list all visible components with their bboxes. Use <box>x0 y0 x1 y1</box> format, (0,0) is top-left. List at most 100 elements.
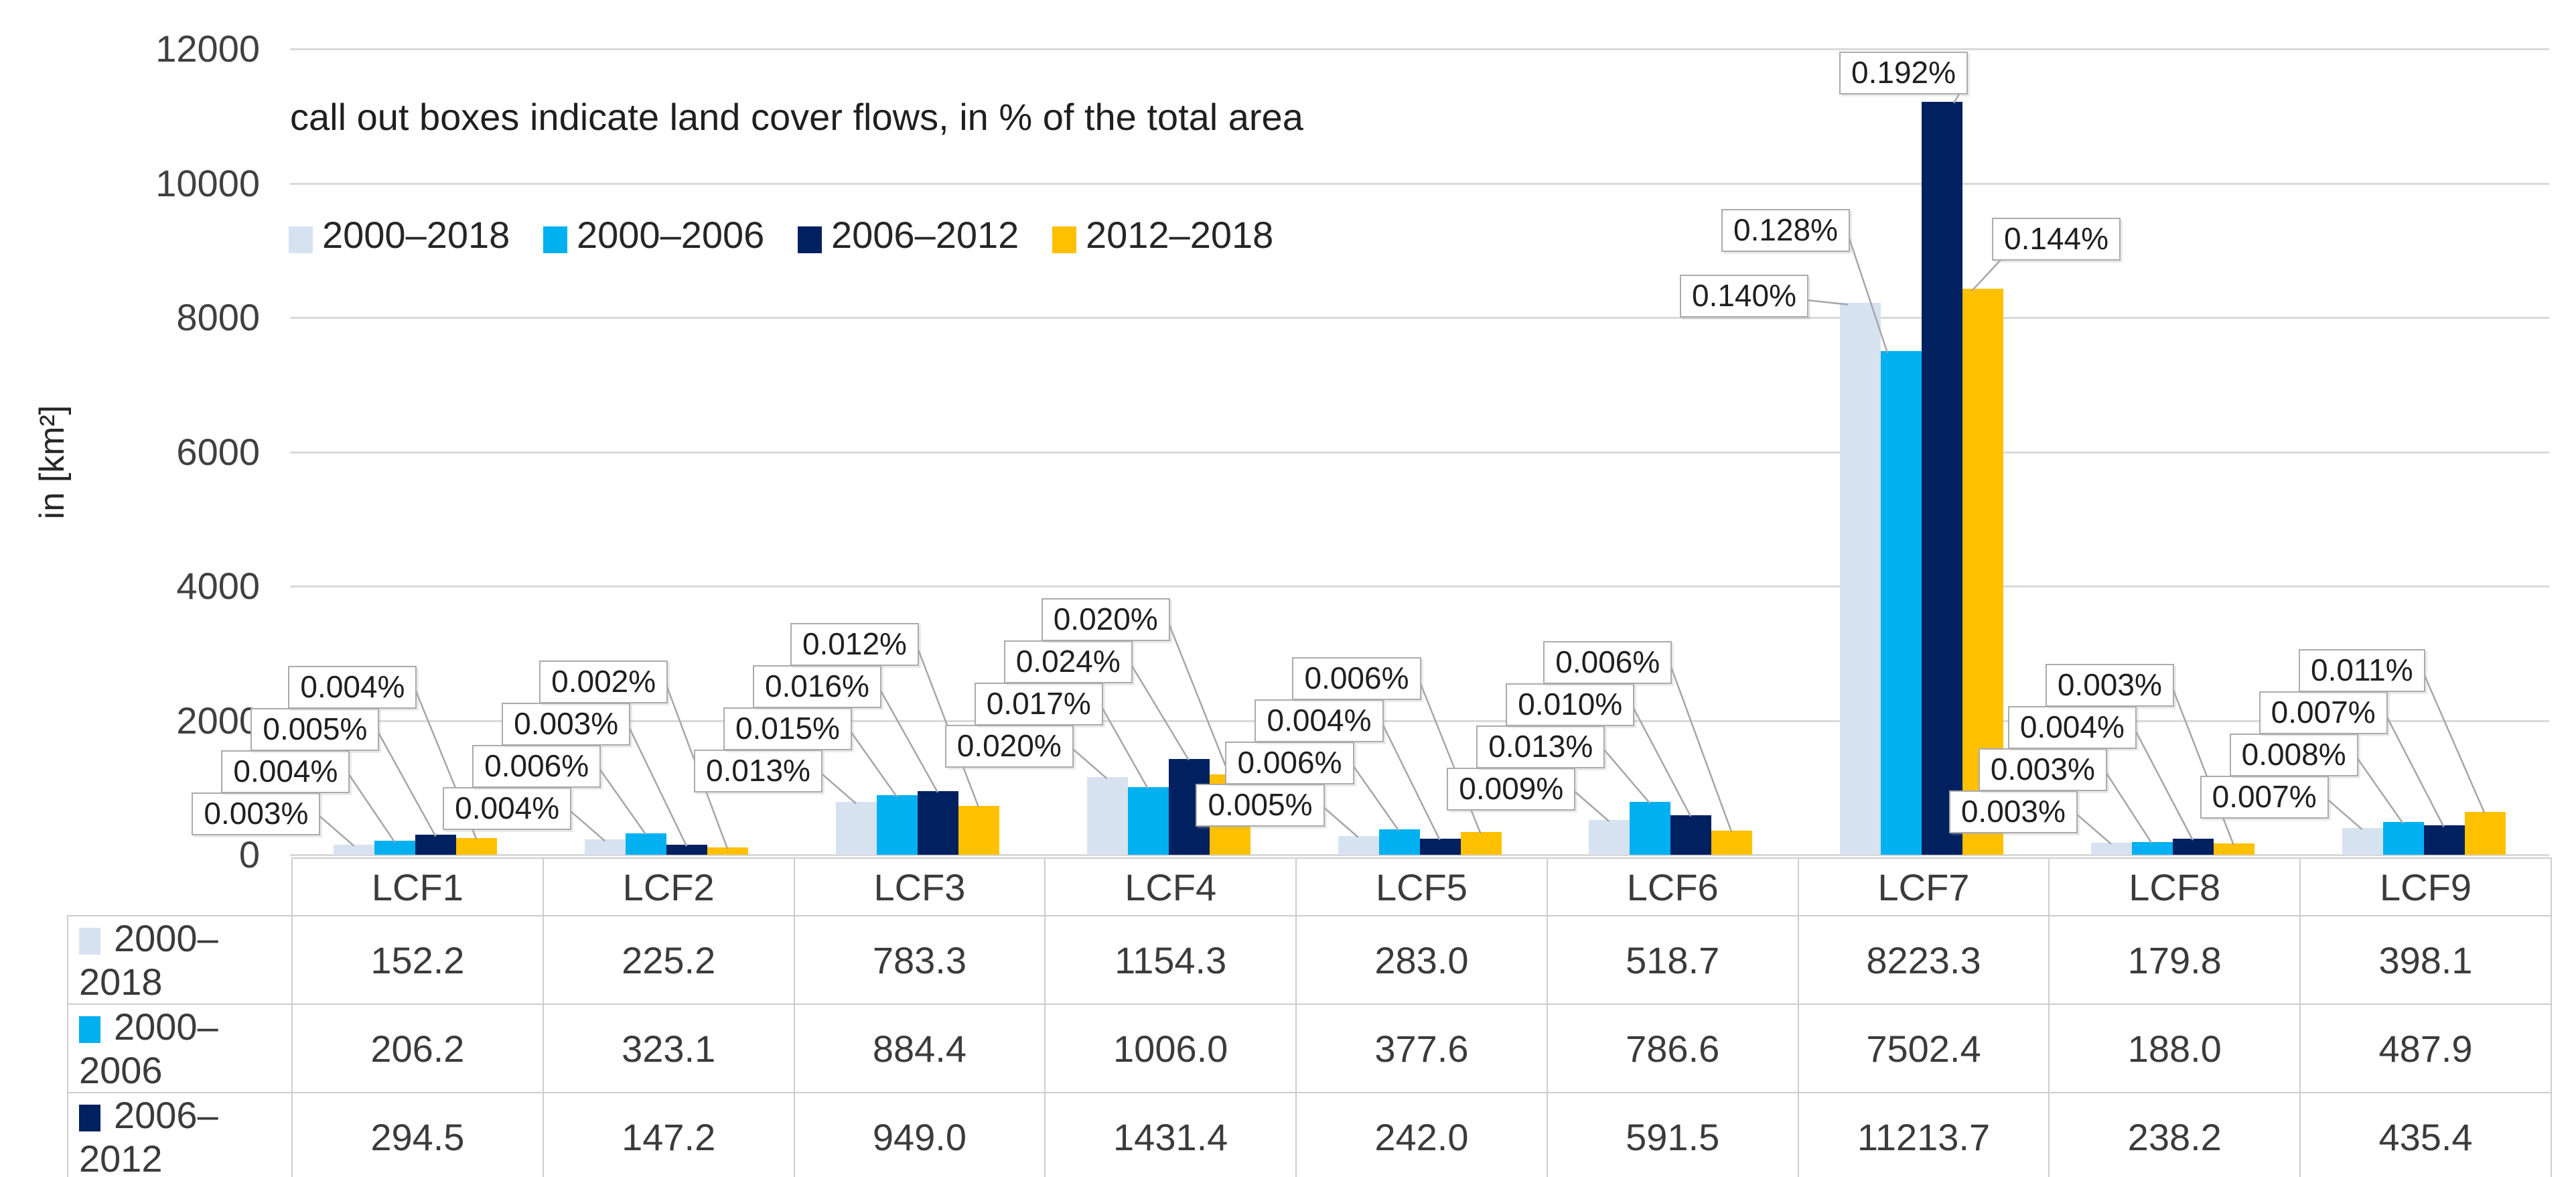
gridline-8000 <box>290 317 2549 319</box>
bar-lcf3-2000-2018 <box>835 802 877 855</box>
legend-label: 2006–2012 <box>831 214 1019 256</box>
callout-lcf2-2000-2018: 0.004% <box>443 787 572 831</box>
bar-lcf7-2006-2012 <box>1922 101 1963 855</box>
bar-lcf9-2000-2018 <box>2342 828 2383 855</box>
table-header-lcf8: LCF8 <box>2048 857 2301 916</box>
bar-lcf3-2000-2006 <box>876 795 918 855</box>
table-row-2000-2018: 2000–2018 152.2 225.2 783.3 1154.3 283.0 518.7… <box>67 915 2552 1005</box>
callout-lcf6-2000-2018: 0.009% <box>1447 768 1576 811</box>
data-table: LCF1 LCF2 LCF3 LCF4 LCF5 LCF6 LCF7 LCF8 LCF9 2000… <box>67 857 2552 1177</box>
callout-lcf7-2000-2006: 0.128% <box>1721 209 1850 252</box>
table-cell-lcf3-2000-2006: 884.4 <box>793 1003 1046 1093</box>
callout-lcf5-2012-2018: 0.006% <box>1292 656 1421 700</box>
bar-lcf9-2006-2012 <box>2423 825 2465 855</box>
bar-lcf1-2006-2012 <box>415 835 457 855</box>
legend-label: 2000–2018 <box>322 214 510 256</box>
table-cell-lcf6-2006-2012: 591.5 <box>1546 1092 1799 1177</box>
gridline-6000 <box>290 451 2549 454</box>
table-row-2000-2006: 2000–2006 206.2 323.1 884.4 1006.0 377.6 786.6… <box>67 1003 2552 1093</box>
legend-entry-2000-2018: 2000–2018 <box>289 213 510 256</box>
callout-lcf6-2012-2018: 0.006% <box>1543 641 1672 684</box>
bar-lcf6-2000-2006 <box>1630 802 1671 855</box>
table-row-swatch <box>79 1105 100 1131</box>
y-tick-label: 10000 <box>155 161 260 204</box>
callout-lcf3-2012-2018: 0.012% <box>790 623 919 667</box>
table-corner-cell <box>68 858 293 916</box>
bar-lcf4-2000-2006 <box>1127 787 1169 855</box>
table-row-label-2000-2006: 2000–2006 <box>67 1003 293 1093</box>
gridline-12000 <box>290 48 2549 50</box>
bar-lcf3-2006-2012 <box>917 790 958 855</box>
callout-lcf9-2000-2006: 0.008% <box>2229 734 2358 777</box>
table-row-label-2006-2012: 2006–2012 <box>67 1092 293 1177</box>
gridline-0 <box>290 854 2549 856</box>
bar-lcf5-2006-2012 <box>1419 838 1461 855</box>
table-cell-lcf7-2000-2018: 8223.3 <box>1797 915 2050 1005</box>
table-header-lcf1: LCF1 <box>291 857 544 916</box>
table-row-2006-2012: 2006–2012 294.5 147.2 949.0 1431.4 242.0 591.5… <box>67 1092 2552 1177</box>
table-row-swatch <box>79 1016 100 1043</box>
gridline-10000 <box>290 182 2549 185</box>
bar-lcf2-2000-2018 <box>585 839 626 855</box>
bar-lcf8-2000-2006 <box>2131 842 2173 855</box>
table-header-lcf4: LCF4 <box>1044 857 1297 916</box>
bar-lcf7-2000-2018 <box>1840 302 1881 855</box>
callout-lcf2-2000-2006: 0.006% <box>472 745 601 788</box>
callout-lcf5-2006-2012: 0.004% <box>1255 699 1384 742</box>
bar-lcf5-2000-2006 <box>1378 829 1420 855</box>
y-tick-label: 2000 <box>176 699 260 742</box>
table-cell-lcf9-2000-2006: 487.9 <box>2299 1003 2552 1093</box>
bar-lcf1-2012-2018 <box>456 837 498 855</box>
legend-swatch-2006-2012 <box>798 226 822 253</box>
bar-lcf2-2000-2006 <box>626 833 667 855</box>
table-row-swatch <box>79 928 100 955</box>
table-cell-lcf5-2000-2018: 283.0 <box>1295 915 1548 1005</box>
legend-label: 2000–2006 <box>577 214 765 256</box>
table-cell-lcf3-2000-2018: 783.3 <box>793 915 1046 1005</box>
callout-lcf4-2006-2012: 0.024% <box>1003 640 1133 684</box>
table-cell-lcf2-2000-2006: 323.1 <box>542 1003 795 1093</box>
callout-lcf9-2006-2012: 0.007% <box>2259 691 2388 735</box>
legend-entry-2012-2018: 2012–2018 <box>1052 213 1273 256</box>
table-cell-lcf7-2006-2012: 11213.7 <box>1797 1092 2050 1177</box>
callout-lcf1-2000-2006: 0.004% <box>221 750 350 793</box>
callout-lcf4-2000-2006: 0.017% <box>974 683 1103 726</box>
legend-entry-2006-2012: 2006–2012 <box>798 213 1019 256</box>
bar-lcf6-2006-2012 <box>1670 815 1712 855</box>
table-header-lcf9: LCF9 <box>2299 857 2552 916</box>
chart-subtitle: call out boxes indicate land cover flows… <box>290 96 1303 138</box>
callout-lcf9-2000-2018: 0.007% <box>2200 776 2329 819</box>
bar-lcf2-2012-2018 <box>707 847 749 855</box>
callout-lcf5-2000-2018: 0.005% <box>1196 783 1325 827</box>
callout-lcf7-2006-2012: 0.192% <box>1839 52 1969 94</box>
table-cell-lcf1-2006-2012: 294.5 <box>291 1092 544 1177</box>
bar-lcf7-2000-2006 <box>1881 350 1922 855</box>
bar-lcf6-2012-2018 <box>1711 831 1753 855</box>
data-table-area: LCF1 LCF2 LCF3 LCF4 LCF5 LCF6 LCF7 LCF8 LCF9 2000… <box>67 857 2552 1177</box>
table-cell-lcf9-2006-2012: 435.4 <box>2299 1092 2552 1177</box>
table-header-lcf5: LCF5 <box>1295 857 1548 916</box>
callout-lcf7-2000-2018: 0.140% <box>1679 275 1808 318</box>
table-cell-lcf2-2000-2018: 225.2 <box>542 915 795 1005</box>
legend-swatch-2000-2018 <box>289 226 313 253</box>
table-cell-lcf6-2000-2018: 518.7 <box>1546 915 1799 1005</box>
callout-lcf6-2000-2006: 0.013% <box>1476 725 1605 768</box>
bar-lcf9-2012-2018 <box>2464 812 2506 855</box>
table-cell-lcf8-2000-2006: 188.0 <box>2048 1003 2301 1093</box>
bar-lcf8-2012-2018 <box>2213 843 2255 855</box>
table-cell-lcf8-2000-2018: 179.8 <box>2048 915 2301 1005</box>
bar-lcf5-2000-2018 <box>1338 835 1379 855</box>
bar-lcf5-2012-2018 <box>1460 832 1502 855</box>
table-cell-lcf4-2000-2018: 1154.3 <box>1044 915 1297 1005</box>
bar-lcf2-2006-2012 <box>666 845 708 855</box>
table-cell-lcf9-2000-2018: 398.1 <box>2299 915 2552 1005</box>
bar-lcf3-2012-2018 <box>958 805 999 855</box>
callout-lcf1-2006-2012: 0.005% <box>251 707 380 751</box>
callout-lcf6-2006-2012: 0.010% <box>1506 683 1635 726</box>
callout-lcf3-2006-2012: 0.016% <box>752 665 881 709</box>
bar-lcf1-2000-2018 <box>334 844 375 855</box>
bar-lcf1-2000-2006 <box>374 841 416 855</box>
legend-swatch-2012-2018 <box>1052 226 1076 253</box>
table-header-lcf7: LCF7 <box>1797 857 2050 916</box>
